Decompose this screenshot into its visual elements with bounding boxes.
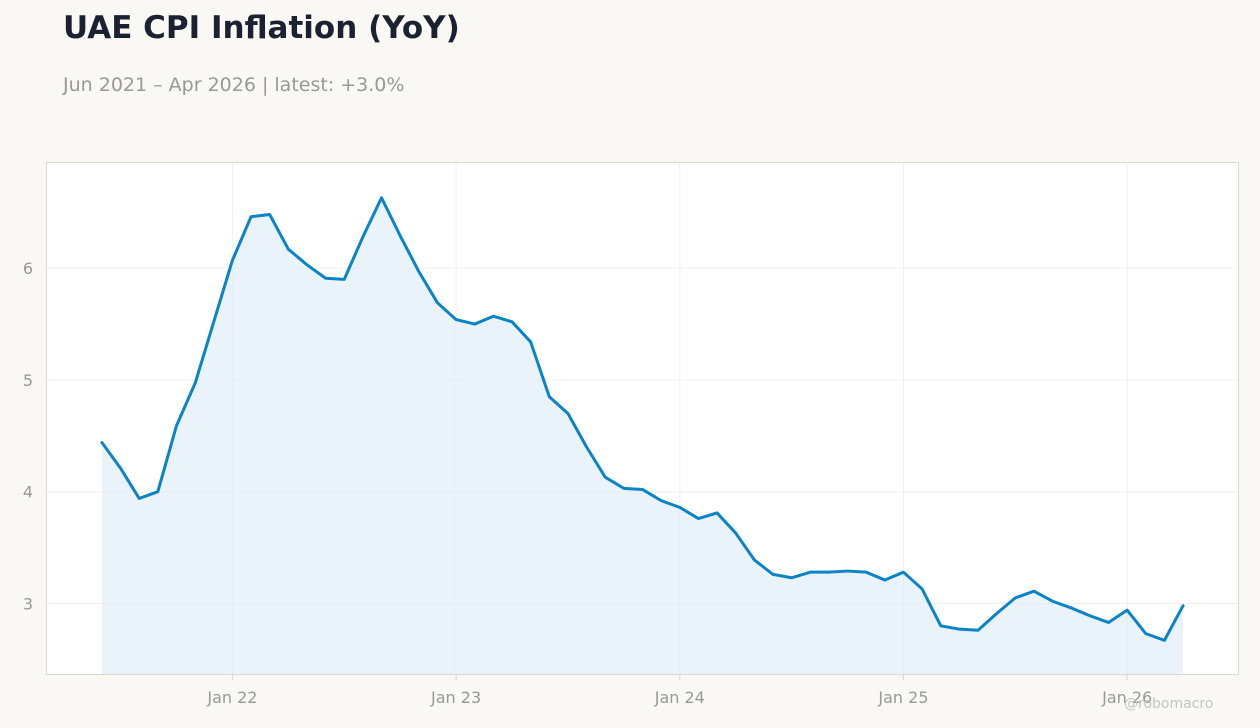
data-point	[138, 497, 141, 500]
data-point	[585, 446, 588, 449]
data-point	[977, 629, 980, 632]
x-tick-label: Jan 24	[654, 688, 705, 707]
data-point	[100, 441, 103, 444]
y-tick-label: 3	[23, 594, 33, 613]
data-point	[697, 517, 700, 520]
data-point	[790, 576, 793, 579]
data-point	[939, 624, 942, 627]
data-point	[827, 571, 830, 574]
data-point	[492, 315, 495, 318]
data-point	[212, 320, 215, 323]
data-point	[343, 278, 346, 281]
data-point	[380, 196, 383, 199]
data-point	[1144, 632, 1147, 635]
series-line	[100, 196, 1185, 642]
data-point	[921, 587, 924, 590]
data-point	[1014, 596, 1017, 599]
data-point	[1182, 604, 1185, 607]
y-tick-label: 4	[23, 483, 33, 502]
data-point	[641, 488, 644, 491]
data-point	[511, 320, 514, 323]
chart-title: UAE CPI Inflation (YoY)	[63, 10, 460, 46]
data-point	[566, 412, 569, 415]
data-point	[958, 628, 961, 631]
data-point	[771, 573, 774, 576]
data-point	[1126, 609, 1129, 612]
data-point	[622, 487, 625, 490]
data-point	[734, 532, 737, 535]
x-tick-label: Jan 25	[877, 688, 928, 707]
data-point	[268, 213, 271, 216]
data-point	[119, 467, 122, 470]
y-tick-label: 6	[23, 259, 33, 278]
data-point	[902, 571, 905, 574]
data-point	[305, 263, 308, 266]
x-tick-label: Jan 22	[206, 688, 257, 707]
data-point	[473, 323, 476, 326]
watermark: @robomacro	[1124, 696, 1214, 712]
data-point	[1163, 639, 1166, 642]
data-point	[660, 499, 663, 502]
data-point	[1032, 590, 1035, 593]
data-point	[194, 382, 197, 385]
data-point	[156, 490, 159, 493]
data-point	[250, 215, 253, 218]
data-point	[865, 571, 868, 574]
chart-subtitle: Jun 2021 – Apr 2026 | latest: +3.0%	[63, 74, 405, 96]
data-point	[231, 259, 234, 262]
data-point	[436, 301, 439, 304]
data-point	[995, 612, 998, 615]
series-area-fill	[101, 197, 1184, 675]
x-tick-label: Jan 26	[1101, 688, 1152, 707]
data-point	[1051, 600, 1054, 603]
data-point	[324, 277, 327, 280]
data-point	[883, 579, 886, 582]
data-point	[175, 424, 178, 427]
data-point	[455, 318, 458, 321]
data-point	[716, 511, 719, 514]
data-point	[361, 235, 364, 238]
data-point	[846, 570, 849, 573]
x-tick-label: Jan 23	[430, 688, 481, 707]
data-point	[287, 248, 290, 251]
y-tick-label: 5	[23, 371, 33, 390]
plot-border	[46, 162, 1239, 675]
data-point	[678, 506, 681, 509]
data-point	[399, 234, 402, 237]
data-point	[417, 270, 420, 273]
data-point	[604, 476, 607, 479]
data-point	[809, 571, 812, 574]
data-point	[753, 558, 756, 561]
data-point	[1107, 621, 1110, 624]
data-point	[1088, 614, 1091, 617]
data-point	[548, 395, 551, 398]
data-point	[1070, 606, 1073, 609]
data-point	[529, 340, 532, 343]
